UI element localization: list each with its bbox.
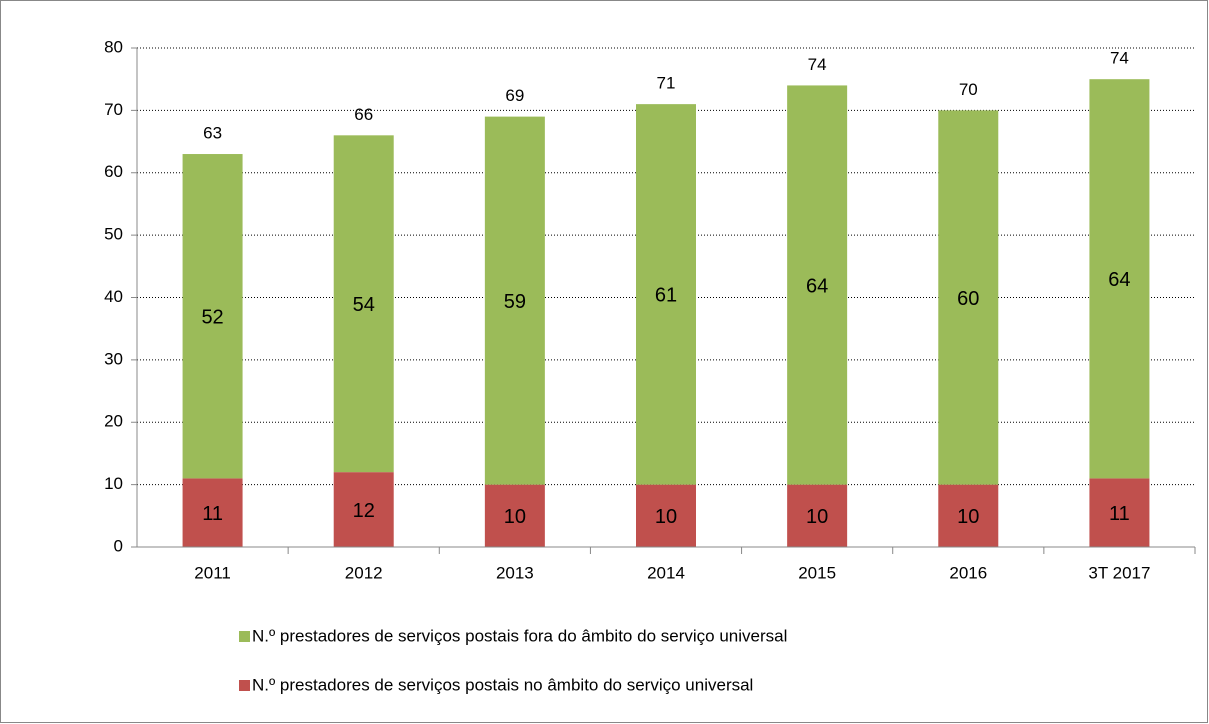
value-label: 64 [1108,269,1130,291]
bar-segment [787,85,848,485]
y-tick-label: 70 [104,100,123,119]
value-label: 12 [353,500,375,522]
legend-swatch [239,631,250,642]
bar-segment [333,472,394,547]
value-label: 61 [655,285,677,307]
y-tick-label: 10 [104,474,123,493]
value-label: 64 [806,275,828,297]
value-label: 11 [202,503,223,525]
total-label: 74 [808,55,827,74]
value-label: 10 [504,506,526,528]
bar-segment [182,154,243,479]
bar-segment [1089,79,1150,479]
bar-segment [1089,478,1150,547]
bar-segment [484,116,545,485]
total-label: 71 [657,74,676,93]
y-tick-label: 0 [114,536,123,555]
value-label: 10 [957,506,979,528]
value-label: 11 [1109,503,1130,525]
y-tick-label: 60 [104,162,123,181]
value-label: 52 [201,306,223,328]
bar-segment [484,484,545,547]
x-tick-label: 3T 2017 [1088,563,1150,582]
y-tick-label: 80 [104,37,123,56]
bar-segment [938,110,999,485]
value-label: 60 [957,288,979,310]
total-label: 66 [354,105,373,124]
value-label: 54 [353,294,375,316]
y-tick-label: 40 [104,287,123,306]
bar-segment [787,484,848,547]
y-tick-label: 30 [104,349,123,368]
y-tick-label: 50 [104,225,123,244]
bar-segment [636,484,696,547]
bar-segment [938,484,999,547]
x-tick-label: 2013 [496,563,534,582]
value-label: 10 [655,506,677,528]
x-tick-label: 2014 [647,563,685,582]
x-tick-label: 2012 [345,563,383,582]
x-tick-label: 2015 [798,563,836,582]
legend-label: N.º prestadores de serviços postais fora… [252,626,787,645]
bar-segment [333,135,394,473]
y-tick-label: 20 [104,412,123,431]
value-label: 10 [806,506,828,528]
value-label: 59 [504,291,526,313]
total-label: 63 [203,124,222,143]
total-label: 74 [1110,49,1129,68]
x-tick-label: 2011 [194,563,231,582]
legend-swatch [239,680,250,691]
x-tick-label: 2016 [949,563,987,582]
legend-label: N.º prestadores de serviços postais no â… [252,675,753,694]
bar-segment [182,478,243,547]
bar-segment [636,104,696,485]
total-label: 70 [959,80,978,99]
total-label: 69 [505,86,524,105]
